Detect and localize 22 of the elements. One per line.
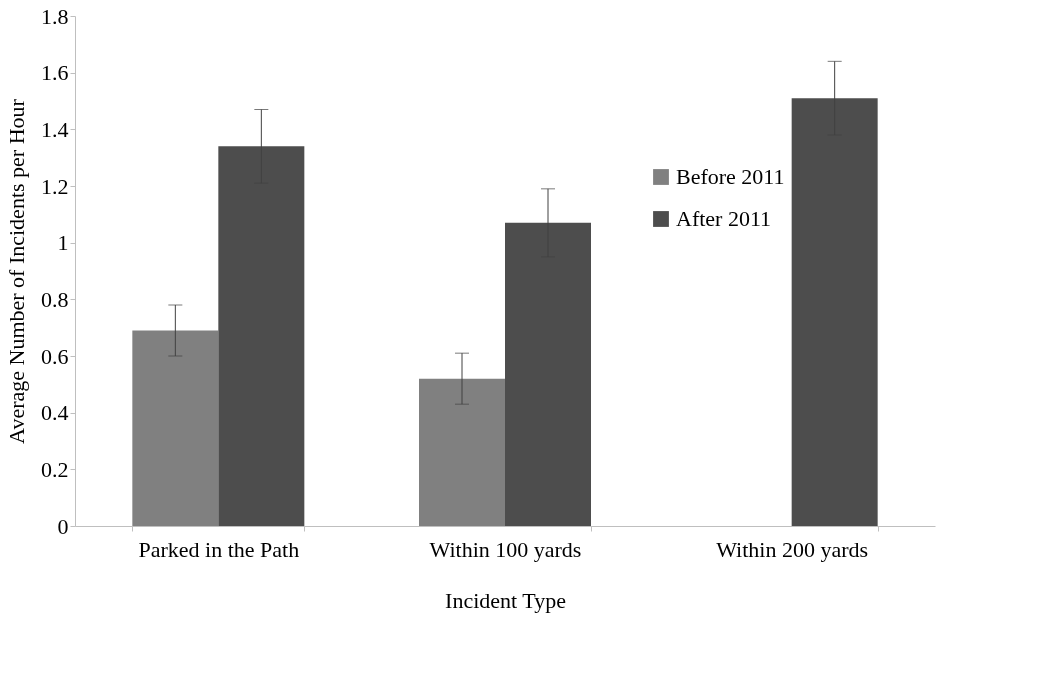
y-tick-label: 1.6 [41,60,69,86]
bar [132,330,219,526]
x-tick-label: Within 100 yards [429,536,582,562]
legend-label: Before 2011 [676,164,785,189]
y-axis-title: Average Number of Incidents per Hour [4,98,29,444]
y-tick-label: 1.4 [41,116,69,142]
legend-label: After 2011 [676,206,772,231]
y-tick-label: 1.2 [41,173,69,199]
x-axis-title: Incident Type [445,587,566,613]
y-tick-label: 0 [57,513,69,539]
y-tick-label: 0.2 [41,456,69,482]
x-tick-label: Parked in the Path [138,536,300,562]
bar [419,378,505,526]
y-tick-label: 0.6 [41,343,69,369]
y-tick-label: 0.4 [41,400,69,426]
x-tick-label: Within 200 yards [716,536,869,562]
y-tick-label: 1.8 [41,3,69,29]
bar [218,146,305,526]
bar [505,222,591,526]
bar [791,98,878,526]
y-tick-label: 0.8 [41,286,69,312]
y-tick-label: 1 [57,230,69,256]
